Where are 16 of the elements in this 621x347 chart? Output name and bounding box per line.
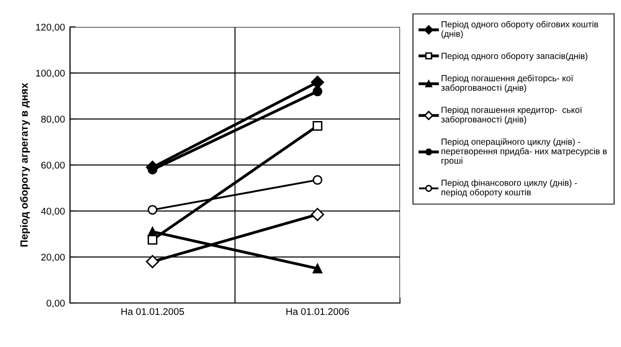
legend-label: Період фінансового циклу (днів) - період обороту коштів	[442, 179, 577, 198]
y-tick-label: 60,00	[41, 162, 65, 170]
legend-label: Період погашення кредитор- ської заборгованості (днів)	[441, 106, 582, 124]
legend-label: Період погашення дебіторсь- кої заборгованості (днів)	[441, 74, 574, 93]
y-axis-title: Період обороту агрегату в днях	[20, 82, 30, 247]
y-tick-label: 100,00	[36, 70, 65, 78]
x-tick-label: На 01.01.2005	[121, 308, 184, 315]
x-tick-label: На 01.01.2006	[286, 308, 349, 315]
y-tick-label: 40,00	[41, 208, 65, 216]
legend-label: Період операційного циклу (днів) - перетворення придба- них матресурсів в гроші	[442, 138, 607, 166]
y-tick-label: 0,00	[46, 300, 65, 308]
legend-label: Період одного обороту запасів(днів)	[442, 52, 588, 61]
legend-label: Період одного обороту обігових коштів (днів)	[442, 20, 598, 39]
y-tick-label: 20,00	[41, 254, 65, 262]
y-tick-label: 120,00	[36, 24, 65, 32]
y-tick-label: 80,00	[41, 116, 65, 124]
